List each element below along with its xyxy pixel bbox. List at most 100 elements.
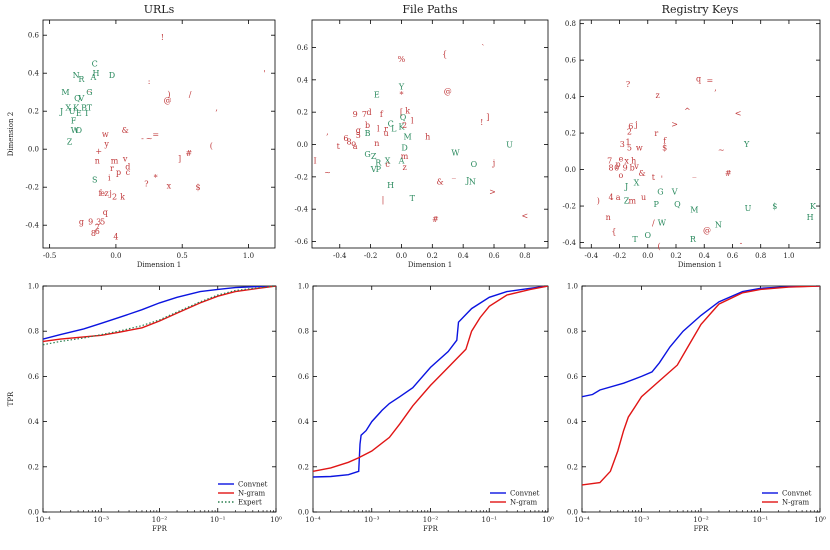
scatter-point: t <box>337 142 341 151</box>
x-tick-label: 10⁰ <box>814 516 826 524</box>
scatter-point: X <box>634 178 640 187</box>
scatter-point: j <box>108 189 111 198</box>
scatter-point: _ <box>692 169 696 178</box>
scatter-point: g <box>79 217 84 226</box>
scatter-point: G <box>364 150 370 159</box>
x-axis-label: FPR <box>423 525 439 533</box>
scatter-point: O <box>471 160 478 169</box>
y-tick-label: 0.8 <box>298 328 309 336</box>
scatter-point: I <box>313 157 316 166</box>
y-tick-label: 0.8 <box>28 328 39 336</box>
scatter-point: q <box>696 74 701 83</box>
scatter-point: @ <box>703 226 711 235</box>
series-line-n-gram <box>43 286 276 343</box>
x-tick-label: 10⁻³ <box>364 516 380 524</box>
x-tick-label: 0.5 <box>177 252 188 260</box>
x-tick-label: 10⁰ <box>270 516 282 524</box>
scatter-point: x <box>624 156 629 165</box>
scatter-point: 3 <box>620 140 625 149</box>
x-tick-label: 10⁻² <box>693 516 709 524</box>
scatter-point: 9 <box>88 217 93 226</box>
scatter-point: $ <box>662 144 667 153</box>
scatter-point: 9 <box>353 110 358 119</box>
scatter-point: o <box>619 171 624 180</box>
scatter-point: 8 <box>91 229 96 238</box>
x-tick-label: 10⁻² <box>423 516 439 524</box>
scatter-point: U <box>506 141 513 150</box>
y-axis-label: TPR <box>7 391 15 406</box>
x-tick-label: 10⁻⁴ <box>305 516 321 524</box>
scatter-point: ~ <box>146 134 153 143</box>
scatter-point: % <box>398 55 406 64</box>
scatter-point: y <box>103 140 109 149</box>
x-axis-label: Dimension 1 <box>137 261 181 269</box>
x-tick-label: 0.4 <box>458 252 470 260</box>
scatter-point: - <box>141 134 144 143</box>
scatter-point: R <box>375 158 382 167</box>
scatter-point: ' <box>263 69 265 78</box>
series-line-convnet <box>313 286 548 478</box>
scatter-point: j <box>492 158 495 167</box>
scatter-point: E <box>374 90 380 99</box>
y-axis-label: Dimension 2 <box>7 112 15 156</box>
scatter-point: { <box>442 50 447 59</box>
scatter-point: ? <box>626 80 630 89</box>
scatter-point: < <box>735 109 742 118</box>
scatter-point: T <box>87 103 93 112</box>
scatter-point: A <box>398 157 405 166</box>
axes-frame <box>579 19 821 249</box>
scatter-point: ~ <box>324 168 331 177</box>
scatter-point: 5 <box>627 144 632 153</box>
scatter-point: d <box>125 162 130 171</box>
scatter-point: w <box>636 144 643 153</box>
x-tick-label: 10⁻² <box>152 516 168 524</box>
scatter-point: i <box>108 174 111 183</box>
scatter-point: R <box>690 235 697 244</box>
x-tick-label: 10⁻¹ <box>482 516 498 524</box>
x-tick-label: -0.5 <box>43 252 57 260</box>
x-tick-label: 0.8 <box>519 252 530 260</box>
scatter-point: & <box>436 178 443 187</box>
scatter-point: B <box>365 129 371 138</box>
scatter-point: c <box>126 168 131 177</box>
scatter-point: d <box>367 108 372 117</box>
scatter-point: M <box>61 88 69 97</box>
scatter-point: 7 <box>95 223 100 232</box>
scatter-point: T <box>632 235 638 244</box>
x-tick-label: 10⁻⁴ <box>35 516 51 524</box>
scatter-point: + <box>95 147 102 156</box>
scatter-point: = <box>152 130 159 139</box>
scatter-point: H <box>387 181 394 190</box>
scatter-point: ] <box>178 155 181 164</box>
y-tick-label: 0.0 <box>28 146 39 154</box>
scatter-point: M <box>404 132 412 141</box>
scatter-point: J <box>624 182 628 191</box>
y-tick-label: 0.2 <box>28 463 39 471</box>
scatter-point: V <box>671 187 678 196</box>
filepaths-scatter-panel: -0.4 -0.2 0.0 0.2 0.4 0.6 0.8 -0.6 -0.4 -0.2 0.0 0.… <box>295 3 549 269</box>
scatter-point: > <box>489 187 496 196</box>
scatter-point: r <box>384 124 388 133</box>
legend-label: N-gram <box>238 490 265 498</box>
scatter-point: t <box>652 173 656 182</box>
scatter-point: O <box>76 126 83 135</box>
x-tick-label: 10⁻¹ <box>753 516 769 524</box>
y-tick-label: 0.6 <box>565 57 577 65</box>
scatter-point: ! <box>480 118 483 127</box>
scatter-point: b <box>365 121 370 130</box>
scatter-point: : <box>148 77 151 86</box>
scatter-point: 2 <box>627 127 632 136</box>
y-tick-label: 1.0 <box>298 283 309 291</box>
scatter-point: c <box>385 160 390 169</box>
scatter-point: $ <box>196 183 201 192</box>
registry-roc-panel: 10⁻⁴ 10⁻³ 10⁻² 10⁻¹ 10⁰ 0.0 0.2 0.4 0.6 0.8 1.0 FPR… <box>567 283 826 534</box>
x-tick-label: 0.0 <box>110 252 121 260</box>
legend-label: Expert <box>238 499 262 507</box>
y-tick-label: 0.0 <box>297 141 308 149</box>
x-tick-label: 10⁰ <box>542 516 554 524</box>
y-tick-label: 0.6 <box>567 373 579 381</box>
scatter-point: p <box>116 168 121 177</box>
scatter-point: f <box>99 189 103 198</box>
series-line-n-gram <box>313 286 548 472</box>
scatter-point: b <box>630 164 635 173</box>
